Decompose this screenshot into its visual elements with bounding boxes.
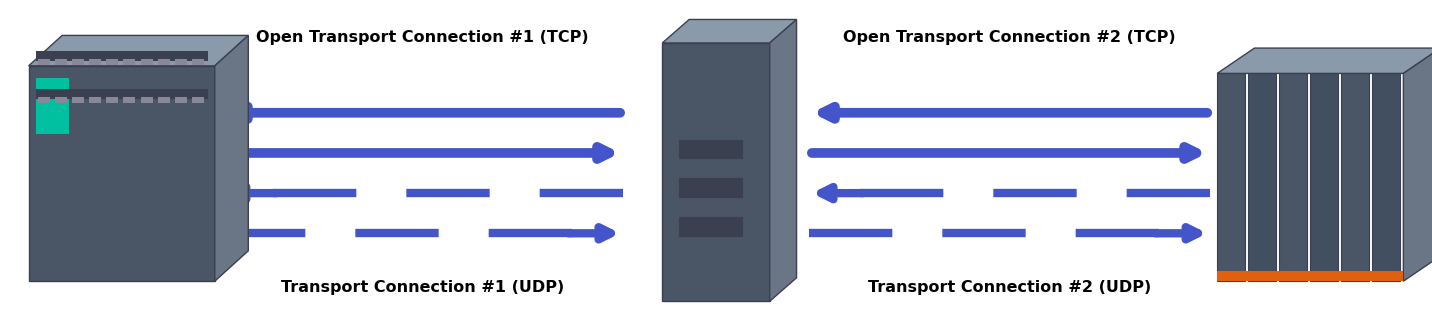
FancyBboxPatch shape bbox=[1310, 74, 1339, 281]
Bar bbox=[192, 59, 205, 65]
Bar bbox=[89, 59, 102, 65]
Polygon shape bbox=[1217, 48, 1432, 74]
FancyBboxPatch shape bbox=[1249, 74, 1276, 281]
Bar bbox=[192, 98, 205, 103]
FancyBboxPatch shape bbox=[29, 66, 215, 281]
Polygon shape bbox=[29, 36, 248, 66]
Bar bbox=[72, 98, 84, 103]
FancyBboxPatch shape bbox=[1342, 74, 1369, 281]
Text: Open Transport Connection #2 (TCP): Open Transport Connection #2 (TCP) bbox=[843, 30, 1176, 44]
Polygon shape bbox=[770, 19, 796, 301]
Bar bbox=[1217, 271, 1403, 281]
Bar bbox=[89, 98, 102, 103]
Bar bbox=[140, 59, 153, 65]
Bar bbox=[54, 59, 67, 65]
Bar bbox=[175, 98, 188, 103]
Text: Open Transport Connection #1 (TCP): Open Transport Connection #1 (TCP) bbox=[256, 30, 589, 44]
Bar bbox=[175, 59, 188, 65]
Bar bbox=[72, 59, 84, 65]
Text: Transport Connection #2 (UDP): Transport Connection #2 (UDP) bbox=[868, 280, 1151, 295]
Bar bbox=[36, 51, 208, 61]
Bar bbox=[37, 98, 50, 103]
Bar bbox=[679, 138, 743, 159]
Bar bbox=[36, 78, 69, 134]
Polygon shape bbox=[1403, 48, 1432, 281]
Bar bbox=[123, 59, 136, 65]
Bar bbox=[36, 89, 208, 99]
Bar bbox=[140, 98, 153, 103]
Bar bbox=[679, 177, 743, 198]
Bar bbox=[679, 216, 743, 237]
Bar bbox=[158, 59, 170, 65]
Bar bbox=[106, 59, 119, 65]
Bar bbox=[37, 59, 50, 65]
Bar bbox=[158, 98, 170, 103]
Polygon shape bbox=[663, 19, 796, 43]
FancyBboxPatch shape bbox=[663, 43, 770, 301]
FancyBboxPatch shape bbox=[1217, 74, 1246, 281]
Polygon shape bbox=[215, 36, 248, 281]
Bar bbox=[54, 98, 67, 103]
FancyBboxPatch shape bbox=[1279, 74, 1307, 281]
FancyBboxPatch shape bbox=[1372, 74, 1400, 281]
Bar bbox=[123, 98, 136, 103]
Text: Transport Connection #1 (UDP): Transport Connection #1 (UDP) bbox=[281, 280, 564, 295]
Bar bbox=[106, 98, 119, 103]
